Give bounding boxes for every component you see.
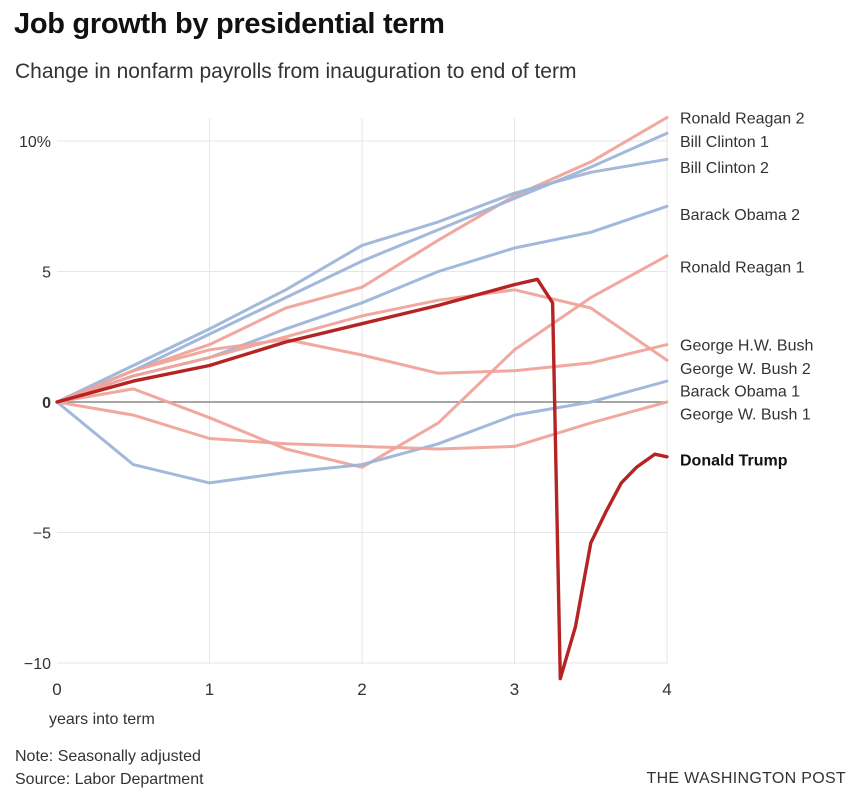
x-tick-label: 1 [205,680,214,699]
x-tick-label: 3 [510,680,519,699]
chart-source: Source: Labor Department [15,771,204,788]
series-label-bill-clinton-2: Bill Clinton 2 [680,160,769,177]
x-tick-label: 2 [357,680,366,699]
series-line-ronald-reagan-1 [55,254,669,469]
chart-note: Note: Seasonally adjusted [15,748,201,765]
chart-subtitle: Change in nonfarm payrolls from inaugura… [15,60,577,83]
chart-title: Job growth by presidential term [14,8,445,40]
series-label-george-h-w-bush: George H.W. Bush [680,338,813,355]
series-label-barack-obama-1: Barack Obama 1 [680,383,800,400]
y-tick-label: 0 [42,395,51,412]
x-tick-label: 0 [52,680,61,699]
series-line-bill-clinton-1 [55,131,669,404]
series-label-george-w-bush-1: George W. Bush 1 [680,407,811,424]
series-line-bill-clinton-2 [55,157,669,404]
series-line-george-w-bush-1 [55,400,669,451]
series-line-ronald-reagan-2 [55,116,669,404]
series-label-ronald-reagan-2: Ronald Reagan 2 [680,111,805,128]
y-tick-label: 10% [19,134,51,151]
series-label-bill-clinton-1: Bill Clinton 1 [680,134,769,151]
series-line-george-h-w-bush [55,288,669,404]
series-label-barack-obama-2: Barack Obama 2 [680,207,800,224]
series-label-donald-trump: Donald Trump [680,452,788,469]
series-label-george-w-bush-2: George W. Bush 2 [680,361,811,378]
series-line-george-w-bush-2 [55,337,669,404]
y-tick-label: −10 [24,656,51,673]
series-label-ronald-reagan-1: Ronald Reagan 1 [680,259,805,276]
y-tick-label: 5 [42,265,51,282]
x-tick-label: 4 [662,680,671,699]
x-axis-label: years into term [49,711,155,728]
series-line-donald-trump [55,277,669,681]
publisher-credit: THE WASHINGTON POST [646,770,846,787]
y-tick-label: −5 [33,526,51,543]
series-line-barack-obama-1 [55,379,669,485]
